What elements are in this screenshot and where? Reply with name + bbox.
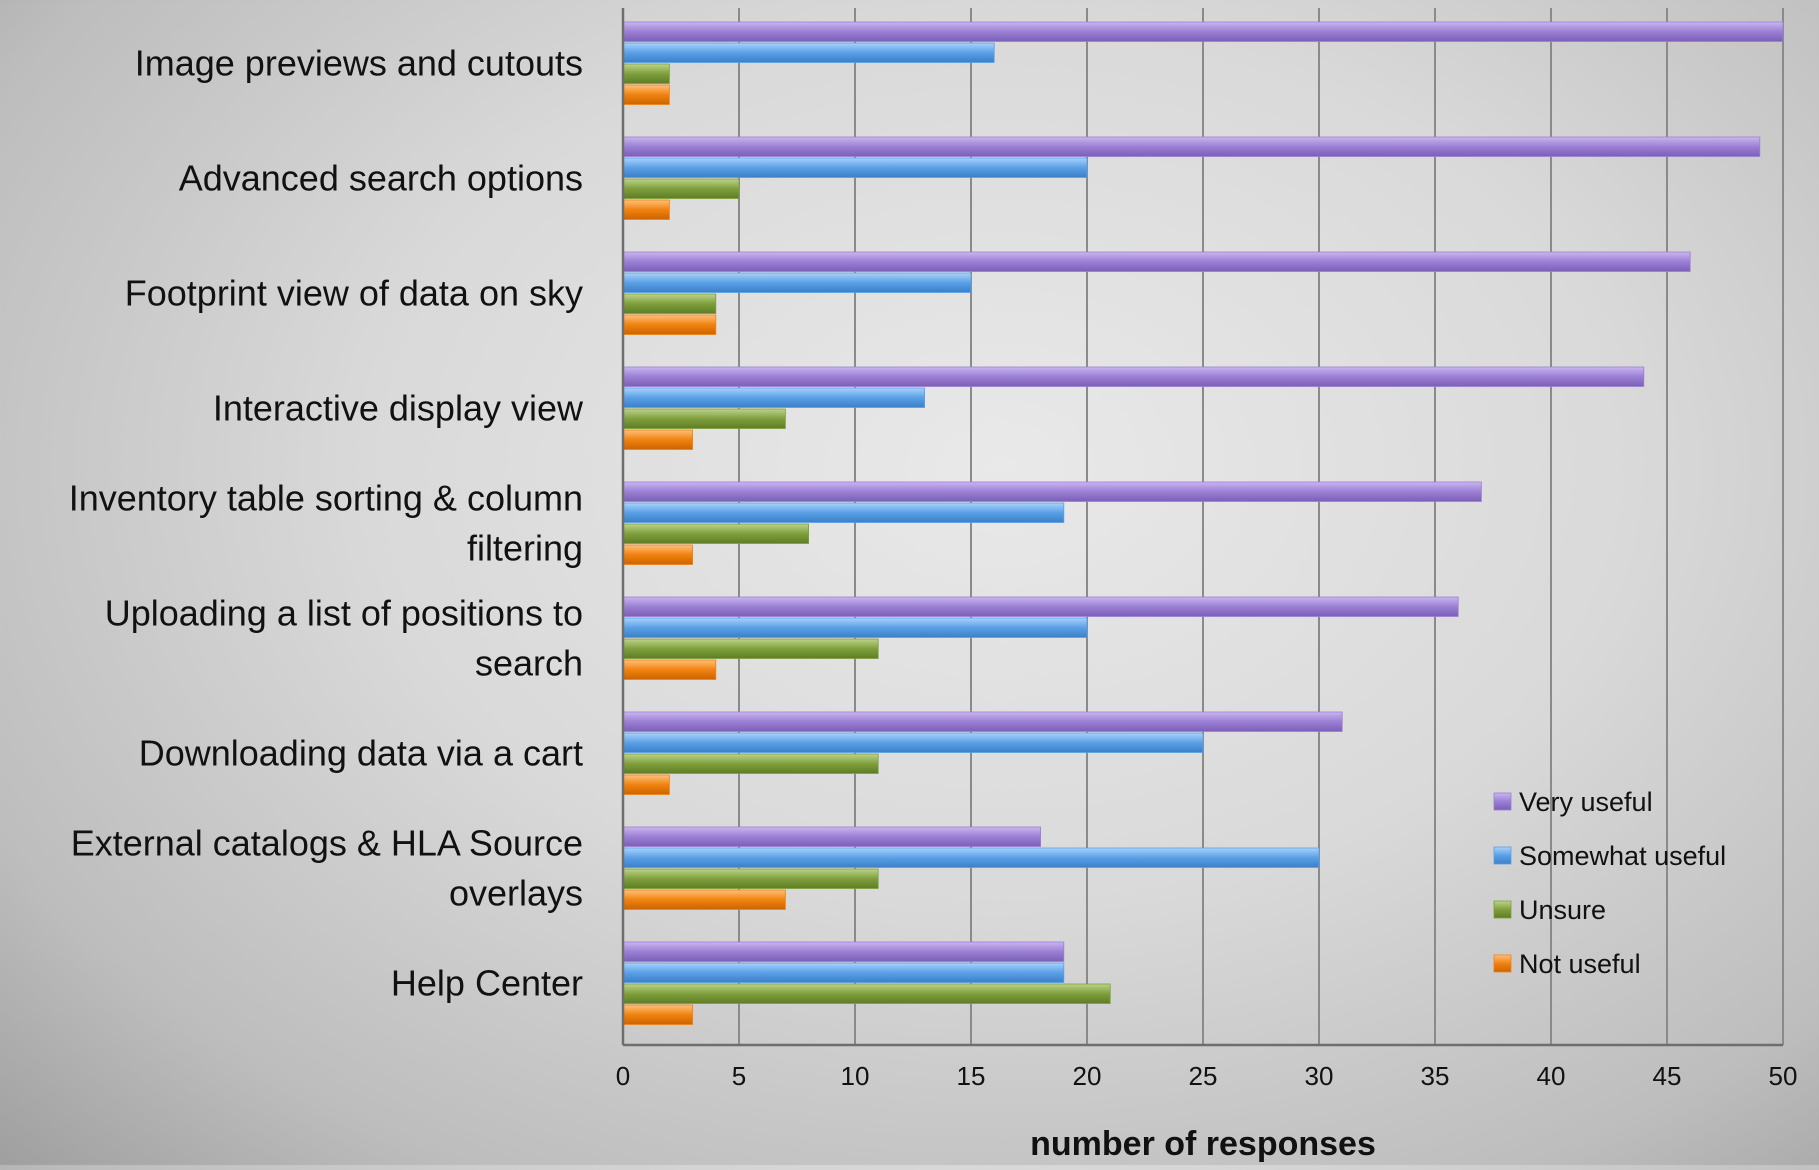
bar-very-useful	[622, 136, 1761, 157]
bar-very-useful	[622, 826, 1042, 847]
legend-label: Somewhat useful	[1519, 841, 1726, 871]
x-tick-label: 5	[732, 1061, 746, 1091]
bar-somewhat-useful	[622, 617, 1088, 638]
x-tick-label: 15	[957, 1061, 986, 1091]
x-axis-title: number of responses	[1030, 1125, 1376, 1163]
bar-not-useful	[622, 429, 693, 450]
category-label: Advanced search options	[179, 157, 583, 198]
category-label: Help Center	[391, 962, 583, 1003]
bar-somewhat-useful	[622, 962, 1065, 983]
bar-unsure	[622, 753, 879, 774]
bar-very-useful	[622, 481, 1482, 502]
bar-not-useful	[622, 659, 717, 680]
bar-somewhat-useful	[622, 157, 1088, 178]
bar-very-useful	[622, 596, 1459, 617]
category-label: Uploading a list of positions to	[105, 592, 583, 633]
category-label: search	[475, 642, 583, 683]
x-tick-label: 45	[1653, 1061, 1682, 1091]
x-tick-label: 10	[841, 1061, 870, 1091]
category-label: filtering	[467, 527, 583, 568]
bar-not-useful	[622, 314, 717, 335]
bar-unsure	[622, 638, 879, 659]
legend-swatch	[1493, 792, 1512, 811]
category-label: Downloading data via a cart	[139, 732, 583, 773]
bar-very-useful	[622, 21, 1784, 42]
x-tick-label: 40	[1537, 1061, 1566, 1091]
legend-label: Unsure	[1519, 895, 1606, 925]
bars	[622, 21, 1784, 1025]
category-label: Image previews and cutouts	[135, 42, 583, 83]
x-tick-label: 25	[1189, 1061, 1218, 1091]
bar-unsure	[622, 63, 670, 84]
category-label: External catalogs & HLA Source	[71, 822, 583, 863]
bar-very-useful	[622, 366, 1645, 387]
bar-not-useful	[622, 889, 786, 910]
axes	[621, 8, 1783, 1047]
x-tick-label: 30	[1305, 1061, 1334, 1091]
bar-not-useful	[622, 1004, 693, 1025]
bar-unsure	[622, 868, 879, 889]
bar-not-useful	[622, 199, 670, 220]
x-tick-label: 50	[1769, 1061, 1798, 1091]
bar-unsure	[622, 983, 1111, 1004]
bar-somewhat-useful	[622, 847, 1320, 868]
category-label: Footprint view of data on sky	[125, 272, 583, 313]
x-tick-label: 0	[616, 1061, 630, 1091]
bar-unsure	[622, 408, 786, 429]
bar-unsure	[622, 293, 717, 314]
bar-unsure	[622, 178, 740, 199]
bar-very-useful	[622, 251, 1691, 272]
bar-somewhat-useful	[622, 272, 972, 293]
category-labels: Image previews and cutouts Advanced searc…	[69, 42, 584, 1003]
bar-not-useful	[622, 84, 670, 105]
category-label: overlays	[449, 872, 583, 913]
bar-very-useful	[622, 941, 1065, 962]
x-tick-label: 35	[1421, 1061, 1450, 1091]
x-tick-labels: 0 5 10 15 20 25 30 35 40 45 50	[616, 1061, 1798, 1091]
x-tick-label: 20	[1073, 1061, 1102, 1091]
legend-label: Not useful	[1519, 949, 1641, 979]
grid-lines	[738, 8, 1784, 1045]
bar-not-useful	[622, 544, 693, 565]
bar-somewhat-useful	[622, 502, 1065, 523]
bar-very-useful	[622, 711, 1343, 732]
legend-swatch	[1493, 846, 1512, 865]
bar-unsure	[622, 523, 810, 544]
category-label: Inventory table sorting & column	[69, 477, 583, 518]
bar-not-useful	[622, 774, 670, 795]
category-label: Interactive display view	[213, 387, 584, 428]
bar-somewhat-useful	[622, 42, 995, 63]
legend-swatch	[1493, 954, 1512, 973]
legend-label: Very useful	[1519, 787, 1653, 817]
bar-somewhat-useful	[622, 387, 926, 408]
legend: Very useful Somewhat useful Unsure Not usef…	[1493, 787, 1726, 979]
legend-swatch	[1493, 900, 1512, 919]
bar-somewhat-useful	[622, 732, 1204, 753]
